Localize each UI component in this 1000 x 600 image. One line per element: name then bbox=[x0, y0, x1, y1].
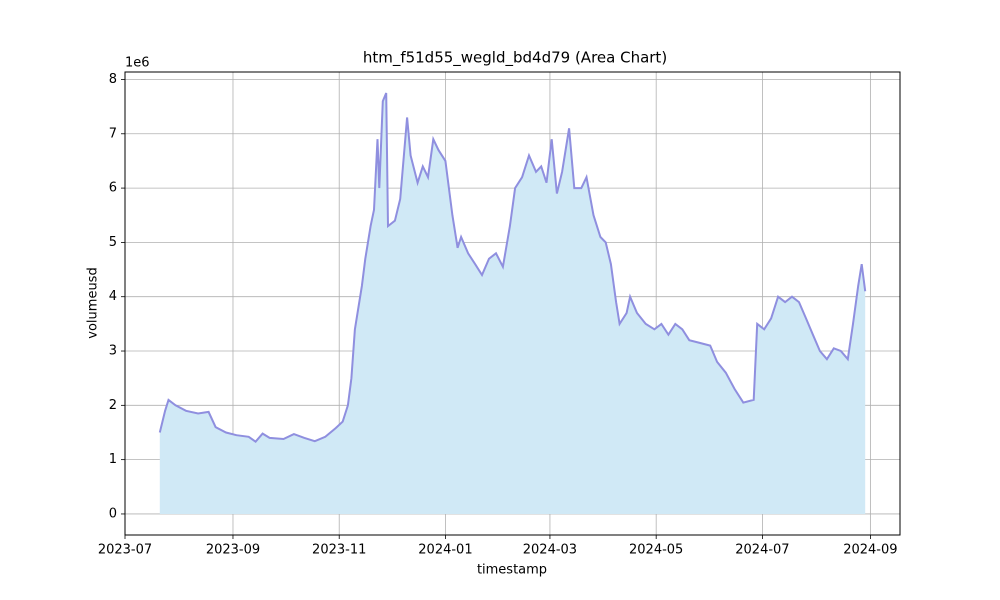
y-tick-label: 2 bbox=[109, 398, 117, 413]
y-tick-label: 4 bbox=[109, 289, 117, 304]
x-tick-label: 2023-07 bbox=[98, 543, 152, 558]
area-line bbox=[158, 92, 867, 444]
plot-frame bbox=[124, 71, 901, 536]
area-fill bbox=[159, 93, 866, 514]
y-tick-label: 1 bbox=[109, 452, 117, 467]
chart-title: htm_f51d55_wegld_bd4d79 (Area Chart) bbox=[363, 49, 667, 68]
x-tick-label: 2023-11 bbox=[312, 543, 366, 558]
x-tick-label: 2024-01 bbox=[418, 543, 472, 558]
y-tick-label: 6 bbox=[109, 181, 117, 196]
y-tick-label: 8 bbox=[109, 72, 117, 87]
x-tick-label: 2024-07 bbox=[735, 543, 789, 558]
y-tick-label: 5 bbox=[109, 235, 117, 250]
x-tick-label: 2023-09 bbox=[206, 543, 260, 558]
x-tick-label: 2024-05 bbox=[629, 543, 683, 558]
y-offset-label: 1e6 bbox=[125, 56, 150, 71]
x-tick-label: 2024-03 bbox=[523, 543, 577, 558]
y-axis-label: volumeusd bbox=[86, 267, 101, 338]
x-axis-label: timestamp bbox=[477, 563, 547, 578]
y-tick-label: 0 bbox=[109, 506, 117, 521]
y-tick-label: 3 bbox=[109, 344, 117, 359]
y-tick-label: 7 bbox=[109, 126, 117, 141]
x-tick-label: 2024-09 bbox=[843, 543, 897, 558]
